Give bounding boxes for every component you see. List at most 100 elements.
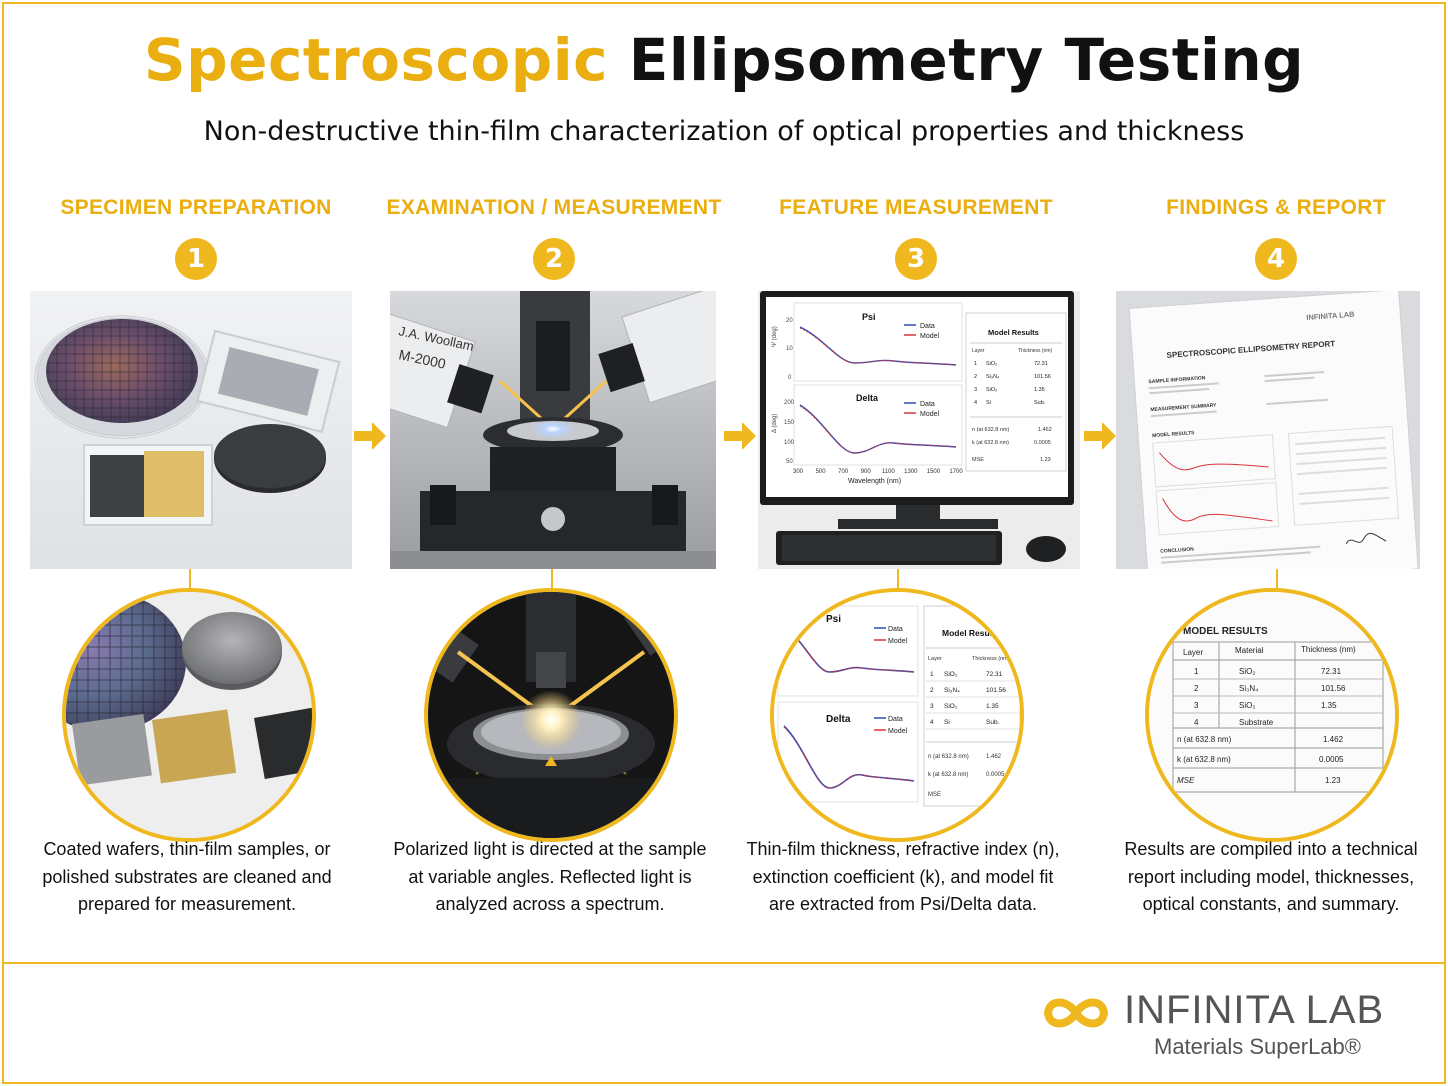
report-photo: INFINITA LAB SPECTROSCOPIC ELLIPSOMETRY … <box>1116 291 1420 569</box>
step-3-title: FEATURE MEASUREMENT <box>779 196 1053 219</box>
delta-tick-100: 100 <box>784 440 795 446</box>
closeup-k-label: k (at 632.8 nm) <box>928 772 968 778</box>
step-3-connector <box>897 569 899 591</box>
psi-panel: Psi Data Model 20 10 0 Ψ (deg) <box>772 302 963 382</box>
closeup-col-layer: Layer <box>928 656 942 662</box>
report-col-material: Material <box>1235 646 1264 655</box>
report-k-label: k (at 632.8 nm) <box>1177 755 1231 764</box>
closeup-mse-label: MSE <box>928 792 941 798</box>
specimen-closeup <box>62 588 316 842</box>
report-mse-value: 1.23 <box>1325 776 1341 785</box>
table-row-material: Si <box>944 719 950 726</box>
table-row-thickness: 101.56 <box>1321 684 1346 693</box>
table-row-material: Si <box>986 400 991 406</box>
delta-legend-data: Data <box>920 401 935 408</box>
model-results-panel: Model Results Layer Thickness (nm) 1 SiO₂… <box>965 312 1067 472</box>
page-title: Spectroscopic Ellipsometry Testing <box>0 26 1448 94</box>
closeup-delta-title: Delta <box>826 714 851 725</box>
ellipsometer-photo: J.A. Woollam M-2000 <box>390 291 716 569</box>
table-row-material: SiO₂ <box>1239 667 1255 676</box>
report-logo: INFINITA LAB <box>1306 310 1355 322</box>
table-row-layer: 1 <box>1194 667 1199 676</box>
table-row-thickness: 1.35 <box>1034 387 1045 393</box>
report-closeup: MODEL RESULTS Layer Material Thickness (… <box>1145 588 1399 842</box>
closeup-psi-title: Psi <box>826 614 841 625</box>
table-row-layer: 4 <box>974 400 977 406</box>
report-table-title: MODEL RESULTS <box>1183 626 1268 637</box>
table-row-material: Si₃N₄ <box>986 374 1000 380</box>
psi-legend-model: Model <box>920 333 940 340</box>
report-measurement-summary: MEASUREMENT SUMMARY <box>1150 403 1217 414</box>
report-k-value: 0.0005 <box>1319 755 1344 764</box>
specimen-photo <box>30 291 352 569</box>
page-subtitle: Non-destructive thin-film characterizati… <box>203 116 1245 147</box>
x-tick-label: 900 <box>861 469 872 475</box>
title-main: Ellipsometry Testing <box>628 26 1305 94</box>
step-3-header: FEATURE MEASUREMENT 3 <box>746 196 1086 280</box>
step-2-connector <box>551 569 553 591</box>
infinity-icon <box>1044 998 1108 1028</box>
k-label: k (at 632.8 nm) <box>972 440 1009 446</box>
table-row-layer: 2 <box>930 687 934 694</box>
table-row-thickness: 72.31 <box>986 671 1003 678</box>
psi-tick-20: 20 <box>786 318 793 324</box>
table-row-thickness: 72.31 <box>1321 667 1342 676</box>
table-row-layer: 2 <box>1194 684 1199 693</box>
step-4-connector <box>1276 569 1278 591</box>
col-thickness: Thickness (nm) <box>1018 348 1053 354</box>
arrow-right-icon <box>724 422 756 450</box>
table-row-material: Si₃N₄ <box>1239 684 1258 693</box>
closeup-delta-model-curve <box>783 726 915 789</box>
beam-closeup <box>424 588 678 842</box>
table-row-material: Si₃N₄ <box>944 687 960 694</box>
x-tick-label: 1700 <box>949 469 963 475</box>
table-row-material: SiO₂ <box>944 671 958 678</box>
table-row-thickness: Sub. <box>986 719 1000 726</box>
report-col-thickness: Thickness (nm) <box>1301 645 1356 654</box>
table-row-thickness: 101.56 <box>986 687 1006 694</box>
psi-tick-10: 10 <box>786 346 793 352</box>
arrow-right-icon <box>354 422 386 450</box>
psi-tick-0: 0 <box>788 375 792 381</box>
k-value: 0.0005 <box>1034 440 1051 446</box>
closeup-psi-data: Data <box>888 626 903 633</box>
step-2-header: EXAMINATION / MEASUREMENT 2 <box>384 196 724 280</box>
x-axis-label: Wavelength (nm) <box>848 478 901 485</box>
report-n-label: n (at 632.8 nm) <box>1177 735 1232 744</box>
x-tick-label: 1500 <box>927 469 941 475</box>
col-layer: Layer <box>972 348 985 354</box>
x-tick-label: 500 <box>816 469 827 475</box>
delta-tick-50: 50 <box>786 459 793 465</box>
step-4-description: Results are compiled into a technical re… <box>1124 839 1418 914</box>
psi-legend-data: Data <box>920 323 935 330</box>
table-row-thickness: 1.35 <box>1321 701 1337 710</box>
step-2-number: 2 <box>533 238 575 280</box>
brand-tagline: Materials SuperLab® <box>1154 1034 1361 1059</box>
table-row-layer: 2 <box>974 374 977 380</box>
closeup-psi-model: Model <box>888 638 908 645</box>
report-col-layer: Layer <box>1183 648 1203 657</box>
table-row-material: SiO₂ <box>986 387 997 393</box>
table-row-material: Substrate <box>1239 718 1274 727</box>
table-row-thickness: Sub. <box>1034 400 1046 406</box>
table-row-layer: 1 <box>974 361 977 367</box>
table-row-layer: 3 <box>930 703 934 710</box>
psi-curve <box>799 326 957 366</box>
table-row-layer: 1 <box>930 671 934 678</box>
delta-title: Delta <box>856 393 879 403</box>
brand-name: INFINITA LAB <box>1124 988 1385 1032</box>
report-mse-label: MSE <box>1177 776 1195 785</box>
mse-label: MSE <box>972 457 984 463</box>
report-n-value: 1.462 <box>1323 735 1344 744</box>
x-tick-label: 1300 <box>904 469 918 475</box>
delta-axis-label: Δ (deg) <box>772 414 778 433</box>
step-3-number: 3 <box>895 238 937 280</box>
step-1-connector <box>189 569 191 591</box>
step-4-header: FINDINGS & REPORT 4 <box>1106 196 1446 280</box>
title-accent: Spectroscopic <box>143 26 609 94</box>
delta-tick-150: 150 <box>784 420 795 426</box>
x-tick-labels: 300 500 700 900 1100 1300 1500 1700 <box>793 469 963 475</box>
footer-divider <box>2 962 1446 964</box>
results-closeup: Psi Data Model Delta Data Model Model Re… <box>770 588 1024 842</box>
